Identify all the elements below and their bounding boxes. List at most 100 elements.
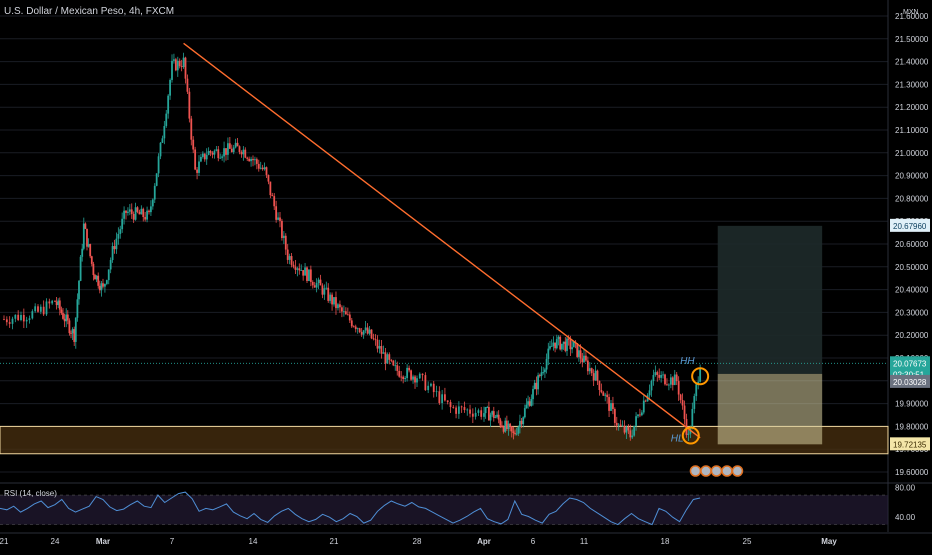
candle-body [430, 383, 432, 386]
entry-price-badge: 20.03028 [893, 378, 927, 387]
x-tick-label: Apr [477, 537, 491, 546]
y-tick-label: 20.40000 [895, 286, 929, 295]
candle-body [629, 430, 632, 438]
candle-body [127, 211, 129, 213]
candle-body [71, 329, 74, 334]
candle-body [196, 169, 198, 173]
y-tick-label: 20.80000 [895, 194, 929, 203]
candle-body [113, 246, 116, 250]
candle-body [178, 60, 181, 67]
candle-body [366, 327, 369, 334]
candle-body [87, 244, 90, 247]
y-tick-label: 20.60000 [895, 240, 929, 249]
candle-body [542, 372, 545, 373]
candle-body [323, 288, 326, 295]
candle-body [115, 238, 118, 250]
candle-body [512, 431, 515, 434]
candle-body [207, 150, 210, 155]
candle-body [691, 408, 694, 429]
candle-body [483, 413, 485, 417]
candle-body [327, 287, 330, 301]
candle-body [259, 167, 262, 169]
candle-body [271, 195, 274, 197]
x-tick-label: 7 [170, 537, 175, 546]
candle-body [82, 223, 85, 249]
candle-body [250, 158, 252, 162]
candle-body [631, 435, 634, 438]
candle-body [675, 374, 678, 382]
candle-body [174, 59, 177, 71]
candle-body [515, 433, 518, 435]
candle-body [157, 156, 160, 174]
candle-body [342, 311, 345, 313]
candle-body [635, 416, 637, 426]
candle-body [550, 346, 553, 347]
candle-body [339, 304, 341, 308]
candle-body [265, 167, 268, 175]
candle-body [637, 414, 639, 417]
candle-body [230, 148, 233, 153]
candle-body [699, 368, 702, 382]
candle-body [194, 149, 197, 170]
candle-body [188, 91, 191, 119]
candle-body [333, 297, 335, 305]
candle-body [184, 57, 187, 79]
hl-label: HL [671, 434, 684, 445]
candle-body [62, 313, 64, 319]
candle-body [22, 314, 25, 322]
candle-body [648, 390, 651, 396]
candle-body [640, 412, 643, 416]
candle-body [669, 377, 672, 385]
candle-body [364, 327, 367, 331]
candle-body [290, 256, 293, 265]
chart-title: U.S. Dollar / Mexican Peso, 4h, FXCM [4, 6, 175, 17]
candle-body [140, 208, 143, 215]
candle-body [105, 280, 108, 284]
candle-body [368, 329, 371, 334]
candle-body [569, 339, 572, 350]
candle-body [362, 330, 365, 335]
y-tick-label: 21.30000 [895, 80, 929, 89]
candle-body [102, 283, 104, 287]
candle-body [163, 125, 166, 139]
candle-body [520, 420, 523, 425]
candle-body [5, 319, 8, 323]
candle-body [31, 311, 34, 319]
candle-body [98, 285, 101, 291]
candle-body [392, 360, 395, 366]
candle-body [404, 378, 407, 380]
candle-body [666, 384, 668, 386]
rsi-pane: RSI (14, close) 80.00 40.00 [0, 484, 916, 526]
candle-body [658, 374, 661, 378]
candle-body [73, 329, 76, 342]
rsi-tick-label: 80.00 [895, 484, 916, 493]
candle-body [484, 407, 487, 414]
candle-body [499, 419, 502, 426]
candle-body [223, 148, 225, 157]
hl-circle [681, 426, 700, 445]
candle-body [496, 414, 498, 417]
y-tick-label: 20.50000 [895, 263, 929, 272]
target-price-badge: 20.67960 [893, 222, 927, 231]
candle-body [132, 213, 135, 220]
candle-body [625, 426, 628, 433]
candle-body [254, 159, 256, 161]
candle-body [477, 410, 480, 413]
candle-body [384, 352, 387, 364]
candle-body [514, 433, 516, 434]
x-tick-label: 11 [580, 537, 589, 546]
candle-body [578, 350, 580, 357]
candle-body [68, 320, 71, 334]
x-tick-label: 28 [413, 537, 422, 546]
candle-body [660, 375, 663, 378]
candle-body [581, 358, 584, 363]
candle-body [269, 181, 272, 196]
candle-body [284, 235, 287, 250]
candle-body [282, 235, 285, 239]
candle-body [644, 400, 647, 402]
candle-body [89, 244, 92, 257]
candle-body [567, 338, 570, 340]
candle-body [325, 287, 328, 289]
candle-body [612, 403, 614, 410]
